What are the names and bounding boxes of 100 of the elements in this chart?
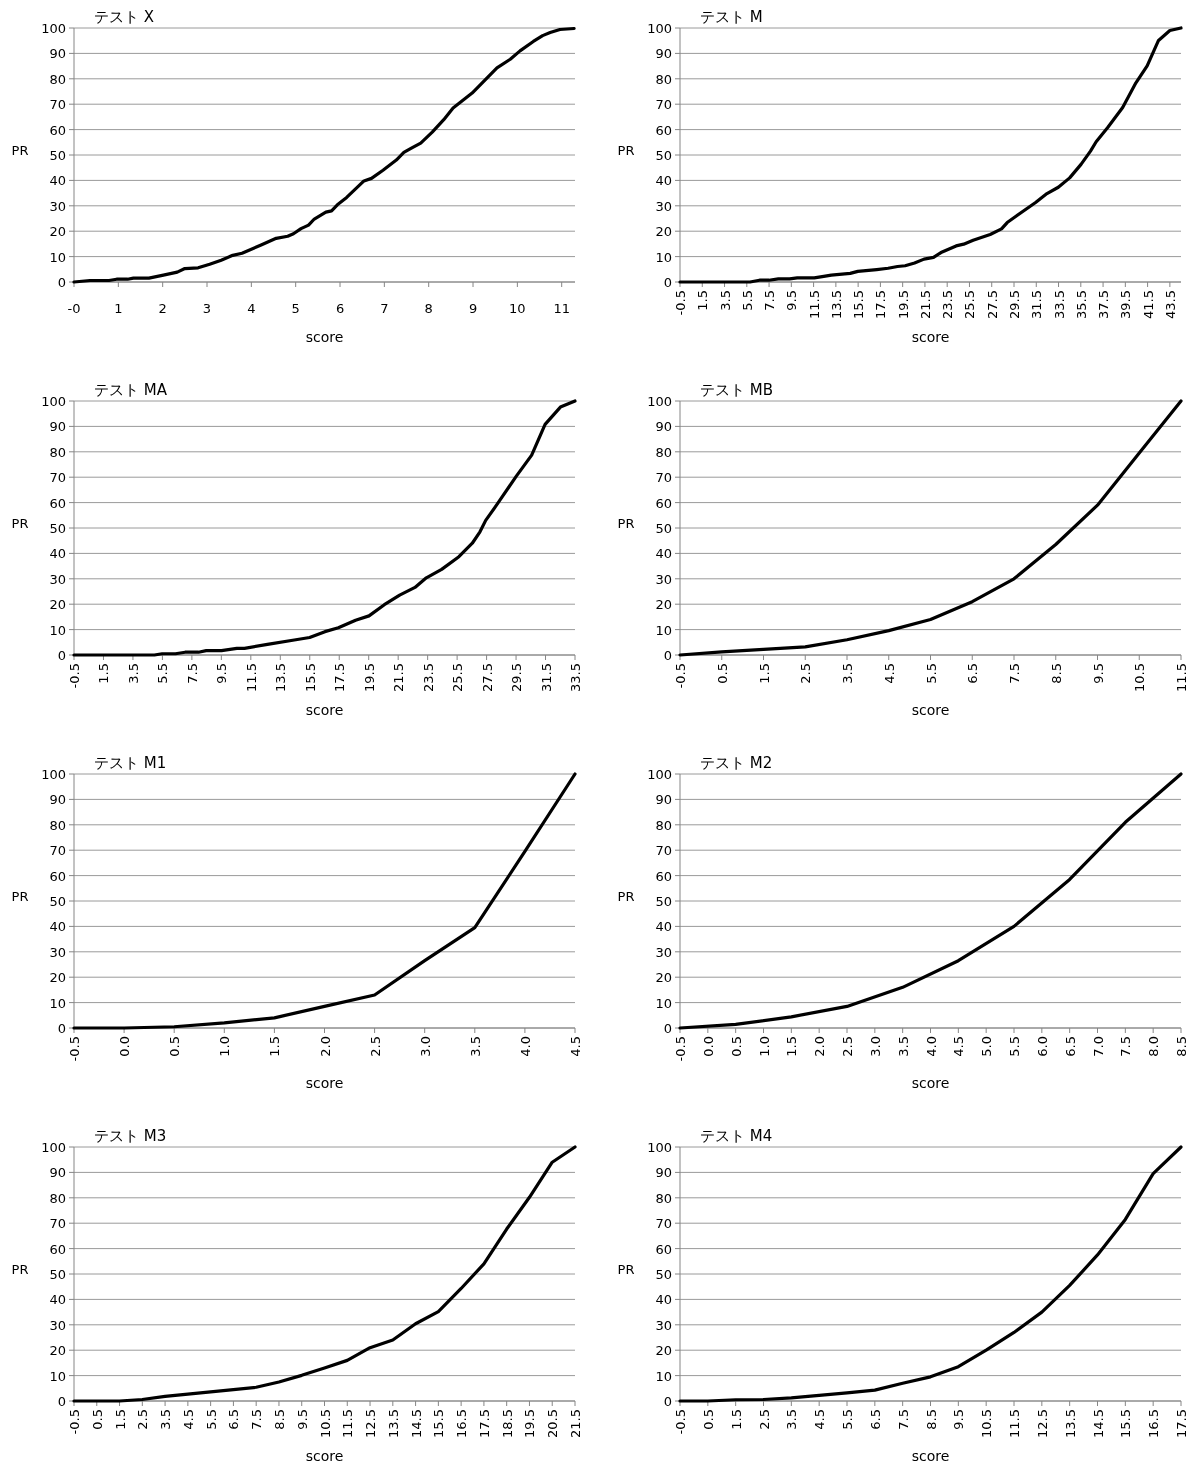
x-tick-label: 21.5 <box>391 663 407 692</box>
x-tick-label: 29.5 <box>1007 290 1022 319</box>
y-tick-label: 20 <box>49 1343 66 1359</box>
x-tick-label: 4 <box>247 301 256 316</box>
chart-title: テスト X <box>94 8 155 26</box>
y-tick-label: 60 <box>49 122 66 138</box>
chart-title: テスト MA <box>94 381 168 399</box>
x-tick-label: 6.5 <box>965 663 981 684</box>
line-series <box>678 772 1183 1030</box>
y-tick-label: 10 <box>49 1368 66 1384</box>
x-tick-label: 3.5 <box>467 1036 483 1057</box>
y-tick-label: 80 <box>49 817 66 833</box>
y-tick-label: 0 <box>663 1021 672 1036</box>
x-tick-label: 19.5 <box>361 663 377 692</box>
x-tick-label: 14.5 <box>408 1409 424 1438</box>
y-tick-label: 40 <box>49 919 66 935</box>
y-tick-label: 30 <box>49 198 66 214</box>
x-tick-label: 13.5 <box>385 1409 401 1438</box>
x-tick-label: 1.5 <box>695 290 711 311</box>
x-tick-label: 25.5 <box>450 663 466 692</box>
x-tick-label: 7.5 <box>1118 1036 1134 1057</box>
x-tick-label: 1.5 <box>756 663 772 684</box>
y-tick-label: 60 <box>655 1241 672 1257</box>
y-tick-label: 90 <box>655 419 672 435</box>
x-tick-label: -0.5 <box>673 1036 688 1062</box>
x-tick-label: 13.5 <box>273 663 289 692</box>
y-axis-title: PR <box>11 143 29 158</box>
x-tick-label: 43.5 <box>1162 290 1178 319</box>
x-tick-label: 8.5 <box>1048 663 1064 684</box>
x-tick-label: 2.5 <box>135 1409 151 1430</box>
y-tick-label: 40 <box>655 1292 672 1308</box>
x-tick-label: 15.5 <box>302 663 318 692</box>
y-tick-label: 70 <box>655 1216 672 1232</box>
x-tick-label: 6.0 <box>1034 1036 1050 1057</box>
y-tick-label: 10 <box>655 1368 672 1384</box>
x-tick-label: 0.5 <box>714 663 730 684</box>
y-tick-label: 100 <box>41 767 66 782</box>
chart-title: テスト M4 <box>700 1127 773 1145</box>
y-axis-title: PR <box>11 1262 29 1277</box>
y-tick-label: 10 <box>49 622 66 638</box>
chart-title: テスト MB <box>700 381 774 399</box>
x-tick-label: 13.5 <box>828 290 844 319</box>
y-tick-label: 80 <box>655 1190 672 1206</box>
x-tick-label: 0.0 <box>700 1036 716 1057</box>
x-tick-label: 3.5 <box>717 290 733 311</box>
y-tick-label: 70 <box>49 97 66 113</box>
x-tick-label: 6.5 <box>867 1409 883 1430</box>
x-tick-label: -0.5 <box>67 1036 82 1062</box>
x-tick-label: 14.5 <box>1090 1409 1106 1438</box>
x-tick-label: 17.5 <box>332 663 348 692</box>
x-tick-label: 8.5 <box>271 1409 287 1430</box>
x-tick-label: 16.5 <box>454 1409 470 1438</box>
y-tick-label: 70 <box>655 97 672 113</box>
x-tick-label: 11.5 <box>1007 1409 1022 1438</box>
x-tick-label: 11.5 <box>340 1409 356 1438</box>
x-axis-title: score <box>305 329 344 345</box>
x-tick-label: 4.5 <box>951 1036 967 1057</box>
x-tick-label: 11.5 <box>806 290 822 319</box>
x-tick-label: 2.5 <box>798 663 814 684</box>
x-tick-label: -0.5 <box>673 1409 688 1435</box>
y-tick-label: 80 <box>655 71 672 87</box>
x-tick-label: 3.5 <box>784 1409 800 1430</box>
x-tick-label: 27.5 <box>479 663 495 692</box>
x-tick-label: 15.5 <box>431 1409 447 1438</box>
y-tick-label: 20 <box>49 224 66 240</box>
x-tick-label: 9.5 <box>951 1409 967 1430</box>
y-tick-label: 0 <box>57 275 66 290</box>
y-tick-label: 50 <box>655 894 672 909</box>
line-series <box>678 26 1183 284</box>
line-series <box>72 26 576 284</box>
x-tick-label: 2.0 <box>812 1036 828 1057</box>
x-tick-label: 12.5 <box>363 1409 379 1438</box>
x-tick-label: 0.5 <box>728 1036 744 1057</box>
y-tick-label: 60 <box>49 868 66 884</box>
y-tick-label: 0 <box>57 648 66 663</box>
y-tick-label: 60 <box>655 868 672 884</box>
x-axis-title: score <box>911 1075 950 1091</box>
y-tick-label: 100 <box>647 1140 672 1155</box>
x-tick-label: 4.0 <box>923 1036 939 1057</box>
x-tick-label: 9.5 <box>214 663 230 684</box>
x-tick-label: 5.5 <box>155 663 171 684</box>
y-tick-label: 10 <box>49 249 66 265</box>
x-tick-label: 21.5 <box>568 1409 583 1438</box>
x-tick-label: 25.5 <box>962 290 978 319</box>
x-tick-label: 4.5 <box>568 1036 583 1057</box>
x-tick-label: 6.5 <box>1062 1036 1078 1057</box>
chart-title: テスト M2 <box>700 754 773 772</box>
y-tick-label: 50 <box>49 148 66 163</box>
y-tick-label: 20 <box>655 970 672 986</box>
y-axis-title: PR <box>617 889 635 904</box>
x-axis-title: score <box>305 702 344 718</box>
x-tick-label: 23.5 <box>940 290 956 319</box>
x-tick-label: 2.5 <box>756 1409 772 1430</box>
x-tick-label: 8.5 <box>923 1409 939 1430</box>
y-tick-label: 0 <box>663 1394 672 1409</box>
x-tick-label: 12.5 <box>1034 1409 1050 1438</box>
x-tick-label: 7 <box>380 301 389 316</box>
x-tick-label: 8.0 <box>1146 1036 1162 1057</box>
x-tick-label: 6 <box>335 301 345 316</box>
x-tick-label: -0.5 <box>67 1409 82 1435</box>
